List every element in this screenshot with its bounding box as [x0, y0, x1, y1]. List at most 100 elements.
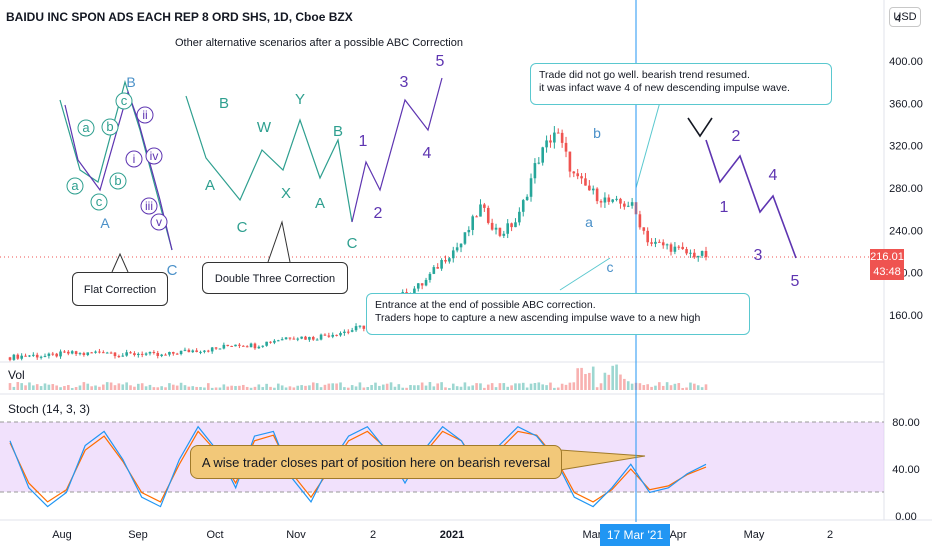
volume-bar	[304, 385, 307, 390]
volume-bar	[226, 386, 230, 390]
candle-body	[245, 346, 249, 348]
flat-wave-label: b	[114, 173, 121, 188]
candle-body	[623, 203, 626, 207]
candle-body	[280, 339, 284, 341]
flat-wave-label: c	[96, 194, 103, 209]
volume-bar	[249, 387, 253, 390]
candle-body	[210, 347, 214, 352]
candle-body	[568, 151, 572, 172]
candle-body	[521, 200, 525, 212]
candle-body	[669, 244, 673, 252]
candle-body	[343, 331, 346, 333]
volume-bar	[560, 383, 564, 390]
candle-body	[125, 352, 128, 356]
scenarios-title: Other alternative scenarios after a poss…	[175, 37, 463, 49]
candle-body	[218, 348, 222, 350]
candle-body	[591, 188, 595, 191]
volume-bar	[129, 385, 132, 390]
stoch-tick-label: 40.00	[892, 464, 920, 476]
candle-body	[226, 344, 230, 346]
volume-bar	[276, 383, 280, 390]
volume-bar	[187, 386, 191, 390]
candle-body	[230, 345, 233, 347]
volume-bar	[20, 383, 23, 390]
impulse-down-wave-label: 4	[769, 167, 778, 184]
candle-body	[35, 354, 39, 358]
volume-bar	[685, 387, 688, 390]
candle-body	[273, 340, 276, 343]
stoch-tick-label: 80.00	[892, 417, 920, 429]
volume-bar	[222, 384, 226, 390]
volume-bar	[405, 387, 408, 390]
impulse-down-wave	[705, 139, 797, 259]
volume-bar	[638, 383, 642, 390]
volume-bar	[195, 386, 198, 390]
time-tick-label: Apr	[669, 529, 686, 541]
volume-bar	[623, 378, 626, 390]
candle-body	[78, 353, 82, 355]
volume-bar	[168, 383, 171, 390]
candle-body	[234, 344, 237, 347]
flat-wave-label-circle	[150, 213, 168, 231]
impulse-up-wave	[351, 77, 443, 223]
volume-bar	[8, 383, 12, 390]
volume-bar	[335, 383, 338, 390]
volume-bar	[74, 387, 78, 390]
volume-bar	[109, 382, 113, 390]
time-tick-label: May	[744, 529, 765, 541]
candle-body	[471, 216, 475, 230]
volume-bar	[591, 366, 595, 390]
price-tick-label: 280.00	[889, 183, 923, 195]
flat-callout-pointer	[111, 252, 129, 273]
chart-header-title: BAIDU INC SPON ADS EACH REP 8 ORD SHS, 1…	[6, 10, 353, 24]
flat-wave-label: v	[156, 215, 162, 229]
candle-body	[444, 260, 447, 262]
candle-body	[553, 132, 556, 143]
flat-wave-label-circle	[140, 197, 158, 215]
flat-wave-label-circle	[136, 106, 154, 124]
volume-bar	[595, 387, 599, 390]
volume-bar	[475, 383, 478, 390]
volume-bar	[576, 368, 579, 390]
double-three-wave	[185, 95, 353, 223]
volume-bar	[43, 383, 47, 390]
candle-body	[183, 349, 187, 351]
volume-bar	[658, 382, 661, 390]
volume-bar	[82, 382, 86, 390]
candle-body	[646, 230, 649, 243]
candle-body	[175, 353, 179, 355]
candle-body	[319, 334, 323, 340]
candle-body	[249, 343, 253, 348]
candle-body	[490, 222, 494, 230]
impulse-up-wave-label: 3	[400, 74, 409, 91]
volume-bar	[253, 386, 257, 390]
volume-bar	[125, 382, 128, 390]
candle-body	[137, 353, 140, 356]
abc-wave-label: b	[593, 125, 601, 141]
volume-bar	[261, 387, 265, 390]
currency-button[interactable]: USD	[889, 7, 921, 27]
volume-bar	[35, 384, 39, 390]
candle-body	[304, 336, 307, 340]
candle-body	[63, 351, 66, 353]
candle-body	[105, 352, 109, 354]
flat-wave-label-circle	[115, 92, 133, 110]
candle-body	[207, 350, 210, 352]
candle-body	[257, 346, 261, 349]
volume-bar	[70, 387, 74, 390]
volume-bar	[234, 386, 237, 390]
flat-wave-label: ii	[142, 108, 147, 122]
volume-bar	[521, 382, 525, 390]
volume-bar	[354, 386, 358, 390]
volume-bar	[288, 386, 292, 390]
candle-body	[86, 352, 90, 356]
candle-body	[67, 351, 70, 354]
volume-bar	[339, 382, 342, 390]
candle-body	[661, 242, 665, 246]
volume-bar	[603, 372, 607, 390]
volume-bar	[588, 372, 591, 390]
candle-body	[432, 267, 436, 274]
impulse-down-wave-label: 3	[754, 247, 763, 264]
candle-body	[8, 357, 12, 360]
candle-body	[693, 252, 696, 258]
